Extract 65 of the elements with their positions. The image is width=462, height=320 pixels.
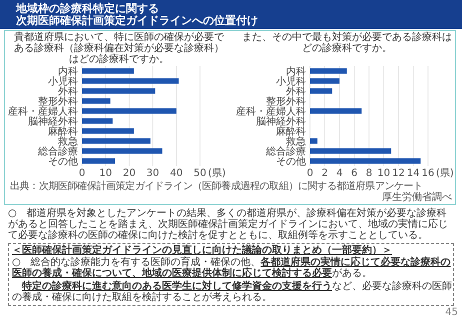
y-tick-label: 麻酔科	[48, 126, 78, 138]
text: 地域枠の診療科特定に関する	[16, 2, 159, 15]
x-axis-title: (県)	[436, 168, 454, 179]
x-tick-label: 14	[406, 168, 420, 179]
bar	[310, 88, 332, 94]
x-tick-label: 12	[392, 168, 405, 179]
y-tick-label: 脳神経外科	[256, 116, 306, 128]
y-tick-label: 内科	[286, 66, 306, 78]
x-tick-label: 10	[99, 168, 112, 179]
text: ○ 総合的な診療能力を有する医師の育成・確保の他、各都道府県の実情に応じて必要な診療科の医師の養成・確保について、地域の医療提供体制に応じて検討する必要がある。	[12, 257, 452, 279]
text: ○ 都道府県を対象としたアンケートの結果、多くの都道府県が、診療科偏在対策が必要な診療科があると回答したことを踏まえ、次期医師確保計画策定ガイドラインにおいて、地域の実情に応じて必要な診療科の医師の確保に向けた検討を促すとともに、取組例等を示すこととしている。	[8, 208, 449, 241]
text: 45	[445, 307, 458, 318]
y-tick-label: 総合診療	[265, 146, 306, 158]
x-tick-label: 2	[322, 168, 328, 179]
y-tick-label: 産科・産婦人科	[236, 106, 306, 118]
x-tick-label: 40	[170, 168, 183, 179]
bar	[82, 68, 134, 74]
y-tick-label: 小児科	[276, 76, 306, 88]
x-tick-label: 0	[306, 168, 314, 179]
y-tick-label: 救急	[57, 136, 78, 148]
bar	[82, 88, 156, 94]
y-tick-label: 総合診療	[37, 146, 78, 158]
bar	[82, 128, 134, 134]
bar	[82, 148, 162, 154]
x-tick-label: 0	[78, 168, 86, 179]
bar	[82, 158, 116, 164]
bar	[310, 78, 340, 84]
x-tick-label: 16	[422, 168, 434, 179]
bar	[82, 118, 113, 124]
y-tick-label: 救急	[285, 136, 306, 148]
y-tick-label: 内科	[58, 66, 78, 78]
text: ＜医師確保計画策定ガイドラインの見直しに向けた議論の取りまとめ（一部要約）＞	[12, 245, 393, 256]
y-tick-label: 外科	[286, 86, 306, 98]
bar	[310, 108, 362, 114]
chart-title: また、その中で最も対策が必要である診療科はどの診療科ですか。	[241, 32, 453, 54]
source-note: 出典：次期医師確保計画策定ガイドライン（医師養成過程の取組）に関する都道府県アンケート	[10, 181, 423, 192]
x-tick-label: 4	[336, 168, 343, 179]
x-tick-label: 20	[122, 168, 136, 179]
text: 厚生労働省調べ	[382, 192, 452, 203]
x-tick-label: 10	[377, 168, 390, 179]
bar	[310, 148, 392, 154]
y-tick-label: 外科	[58, 86, 78, 98]
y-tick-label: その他	[276, 156, 306, 168]
bar	[82, 98, 110, 104]
y-tick-label: 整形外科	[266, 96, 306, 108]
y-tick-label: その他	[48, 156, 78, 168]
x-tick-label: 8	[366, 168, 372, 179]
x-tick-label: 30	[146, 168, 160, 179]
chart-title: 貴都道府県において、特に医師の確保が必要である診療科（診療科偏在対策が必要な診療科）はどの診療科ですか。	[13, 32, 225, 65]
y-tick-label: 脳神経外科	[28, 116, 78, 128]
x-axis-title: (県)	[208, 168, 226, 179]
text: 特定の診療科に進む意向のある医学生に対して修学資金の支援を行うなど、必要な診療科の医師の養成・確保に向けた取組を検討することが考えられる。	[12, 281, 452, 303]
bar	[82, 138, 150, 144]
bar	[310, 138, 318, 144]
y-tick-label: 麻酔科	[276, 126, 306, 138]
text: 次期医師確保計画策定ガイドラインへの位置付け	[16, 14, 258, 27]
bar	[82, 108, 176, 114]
bar	[82, 78, 179, 84]
x-tick-label: 50	[194, 168, 206, 179]
y-tick-label: 産科・産婦人科	[8, 106, 78, 118]
bar	[310, 158, 421, 164]
bar	[310, 68, 347, 74]
y-tick-label: 整形外科	[38, 96, 78, 108]
y-tick-label: 小児科	[48, 76, 78, 88]
x-tick-label: 6	[351, 168, 358, 179]
